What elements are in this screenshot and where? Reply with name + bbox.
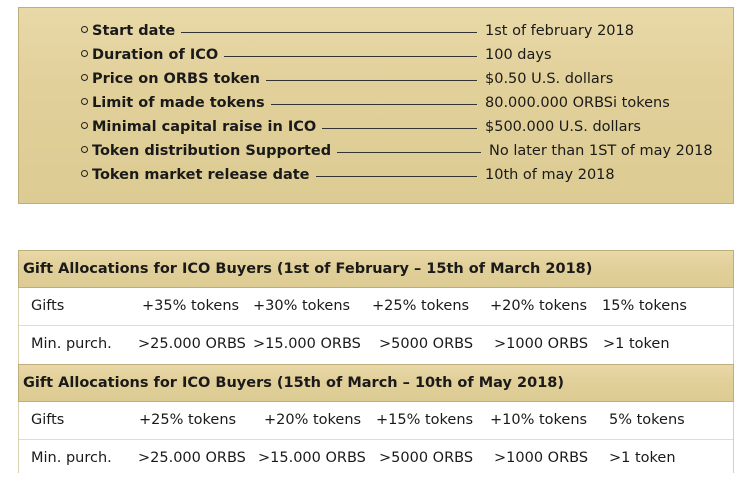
gift-cell: +25% tokens xyxy=(139,412,237,428)
detail-label: Token distribution Supported xyxy=(92,143,332,159)
leader-line xyxy=(181,32,477,33)
bullet-icon xyxy=(81,74,88,81)
leader-line xyxy=(224,56,477,57)
detail-row-price: Price on ORBS token $0.50 U.S. dollars xyxy=(81,70,721,92)
leader-line xyxy=(266,80,477,81)
min-cell: >25.000 ORBS xyxy=(138,336,246,352)
gift-cell: +30% tokens xyxy=(253,298,351,314)
leader-line xyxy=(322,128,477,129)
detail-value: 1st of february 2018 xyxy=(485,23,634,39)
detail-row-limit: Limit of made tokens 80.000.000 ORBSi to… xyxy=(81,94,721,116)
gift-cell: +20% tokens xyxy=(490,298,588,314)
detail-row-market-release: Token market release date 10th of may 20… xyxy=(81,166,721,188)
min-cell: >1000 ORBS xyxy=(494,336,589,352)
section-1-table: Gifts +35% tokens +30% tokens +25% token… xyxy=(18,288,734,364)
min-cell: >1000 ORBS xyxy=(494,450,589,466)
gift-cell: +15% tokens xyxy=(376,412,474,428)
detail-value: 10th of may 2018 xyxy=(485,167,615,183)
row-label: Min. purch. xyxy=(31,336,112,352)
gift-cell: 5% tokens xyxy=(609,412,685,428)
bullet-icon xyxy=(81,26,88,33)
gifts-row: Gifts +35% tokens +30% tokens +25% token… xyxy=(19,288,733,326)
bullet-icon xyxy=(81,98,88,105)
detail-label: Duration of ICO xyxy=(92,47,219,63)
gift-cell: 15% tokens xyxy=(602,298,687,314)
section-1-header: Gift Allocations for ICO Buyers (1st of … xyxy=(18,250,734,288)
row-divider xyxy=(19,325,733,326)
detail-value: $0.50 U.S. dollars xyxy=(485,71,614,87)
row-label: Min. purch. xyxy=(31,450,112,466)
leader-line xyxy=(271,104,477,105)
section-2-header: Gift Allocations for ICO Buyers (15th of… xyxy=(18,364,734,402)
min-cell: >15.000 ORBS xyxy=(258,450,366,466)
leader-line xyxy=(316,176,477,177)
detail-row-distribution: Token distribution Supported No later th… xyxy=(81,142,721,164)
detail-label: Start date xyxy=(92,23,176,39)
gift-cell: +10% tokens xyxy=(490,412,588,428)
row-label: Gifts xyxy=(31,298,65,314)
detail-label: Minimal capital raise in ICO xyxy=(92,119,317,135)
gifts-row: Gifts +25% tokens +20% tokens +15% token… xyxy=(19,402,733,440)
detail-label: Price on ORBS token xyxy=(92,71,260,87)
detail-value: $500.000 U.S. dollars xyxy=(485,119,641,135)
detail-value: 100 days xyxy=(485,47,552,63)
leader-line xyxy=(337,152,481,153)
min-purchase-row: Min. purch. >25.000 ORBS >15.000 ORBS >5… xyxy=(19,440,733,478)
min-purchase-row: Min. purch. >25.000 ORBS >15.000 ORBS >5… xyxy=(19,326,733,364)
gift-cell: +25% tokens xyxy=(372,298,470,314)
row-label: Gifts xyxy=(31,412,65,428)
min-cell: >25.000 ORBS xyxy=(138,450,246,466)
min-cell: >1 token xyxy=(603,336,670,352)
detail-row-start-date: Start date 1st of february 2018 xyxy=(81,22,721,44)
detail-label: Token market release date xyxy=(92,167,310,183)
min-cell: >5000 ORBS xyxy=(379,336,474,352)
gift-cell: +35% tokens xyxy=(142,298,240,314)
detail-value: 80.000.000 ORBSi tokens xyxy=(485,95,670,111)
bullet-icon xyxy=(81,50,88,57)
detail-row-minimal-capital: Minimal capital raise in ICO $500.000 U.… xyxy=(81,118,721,140)
bullet-icon xyxy=(81,146,88,153)
ico-details-panel: Start date 1st of february 2018 Duration… xyxy=(18,7,734,204)
section-2-table: Gifts +25% tokens +20% tokens +15% token… xyxy=(18,402,734,473)
min-cell: >5000 ORBS xyxy=(379,450,474,466)
bullet-icon xyxy=(81,122,88,129)
detail-row-duration: Duration of ICO 100 days xyxy=(81,46,721,68)
gift-cell: +20% tokens xyxy=(264,412,362,428)
section-1-title: Gift Allocations for ICO Buyers (1st of … xyxy=(23,261,593,277)
detail-value: No later than 1ST of may 2018 xyxy=(489,143,713,159)
row-divider xyxy=(19,439,733,440)
detail-label: Limit of made tokens xyxy=(92,95,265,111)
min-cell: >15.000 ORBS xyxy=(253,336,361,352)
bullet-icon xyxy=(81,170,88,177)
min-cell: >1 token xyxy=(609,450,676,466)
section-2-title: Gift Allocations for ICO Buyers (15th of… xyxy=(23,375,565,391)
